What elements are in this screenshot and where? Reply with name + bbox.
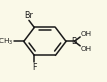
Text: CH$_3$: CH$_3$ [0,36,13,46]
Text: B: B [72,37,77,46]
Text: F: F [32,63,37,72]
Text: Br: Br [24,11,33,20]
Text: OH: OH [81,31,92,37]
Text: OH: OH [81,46,92,52]
